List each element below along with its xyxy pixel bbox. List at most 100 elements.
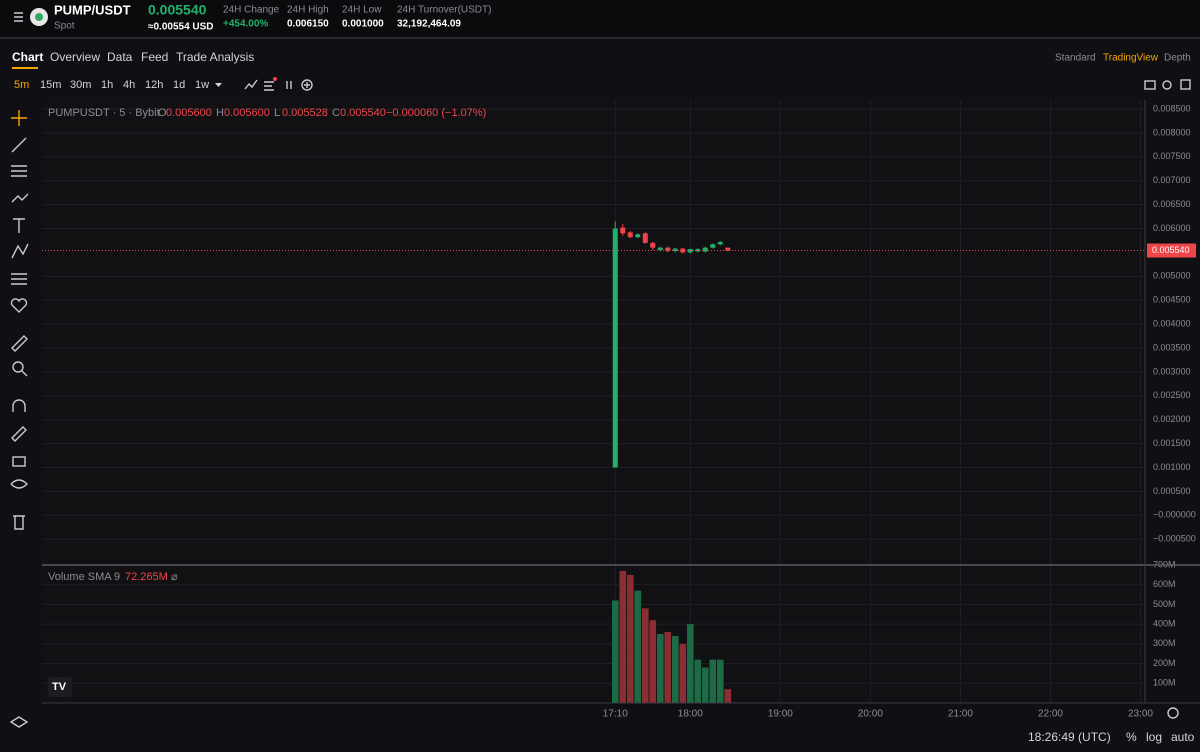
y-tick-label: 0.006000 xyxy=(1153,223,1191,233)
header-border xyxy=(0,37,1200,39)
interval[interactable]: 1d xyxy=(173,79,185,91)
coin-icon-inner xyxy=(35,13,43,21)
view-option[interactable]: Depth xyxy=(1164,53,1191,64)
menu-icon[interactable] xyxy=(14,12,23,22)
volume-bar xyxy=(694,659,702,703)
interval[interactable]: 15m xyxy=(40,79,61,91)
volume-bar xyxy=(641,608,649,703)
y-tick-label: 0.000500 xyxy=(1153,486,1191,496)
interval[interactable]: 4h xyxy=(123,79,135,91)
candle-body xyxy=(717,241,723,245)
market: Spot xyxy=(54,21,75,32)
y-tick-label: 0.008500 xyxy=(1153,103,1191,113)
candle-body xyxy=(680,248,686,253)
y-tick-label: 0.004500 xyxy=(1153,295,1191,305)
volume-tick-label: 500M xyxy=(1153,599,1176,609)
x-tick-label: 20:00 xyxy=(858,709,883,720)
y-tick-label: 0.003500 xyxy=(1153,342,1191,352)
volume-bar xyxy=(717,659,724,703)
y-tick-label: −0.000500 xyxy=(1153,534,1196,544)
candle-body xyxy=(695,249,701,252)
stat-value: +454.00% xyxy=(223,19,268,30)
y-tick-label: 0.002500 xyxy=(1153,390,1191,400)
y-tick-label: 0.005000 xyxy=(1153,271,1191,281)
stat-label: 24H Turnover(USDT) xyxy=(397,5,491,16)
y-tick-label: 0.006500 xyxy=(1153,199,1191,209)
ohlc-value: 0.005600 xyxy=(166,107,212,119)
tv-logo-mark: TV xyxy=(52,681,67,693)
tab[interactable]: Feed xyxy=(141,50,168,64)
candle-body xyxy=(672,248,678,252)
volume-bar xyxy=(611,600,619,703)
volume-bar xyxy=(724,689,732,703)
x-tick-label: 21:00 xyxy=(948,709,973,720)
pair-title: PUMP/USDT xyxy=(54,2,131,17)
interval[interactable]: 5m xyxy=(14,79,29,91)
last-price-label: 0.005540 xyxy=(1152,245,1190,255)
volume-sma: 72.265M xyxy=(125,571,168,583)
y-tick-label: −0.000000 xyxy=(1153,510,1196,520)
interval[interactable]: 30m xyxy=(70,79,91,91)
symbol: PUMPUSDT · 5 · Bybit xyxy=(48,107,160,119)
x-tick-label: 17:10 xyxy=(603,709,628,720)
candle-body xyxy=(702,247,708,252)
candle-body xyxy=(710,244,716,248)
stat-value: 32,192,464.09 xyxy=(397,19,461,30)
candle-body xyxy=(642,233,648,243)
y-tick-label: 0.001500 xyxy=(1153,438,1191,448)
tab[interactable]: Data xyxy=(107,50,133,64)
last-price: 0.005540 xyxy=(148,2,207,18)
stat-value: 0.006150 xyxy=(287,19,329,30)
interval[interactable]: 12h xyxy=(145,79,163,91)
tab[interactable]: Chart xyxy=(12,50,43,64)
candle-body xyxy=(627,232,633,238)
x-tick-label: 19:00 xyxy=(768,709,793,720)
tab[interactable]: Trade Analysis xyxy=(176,50,254,64)
view-option[interactable]: Standard xyxy=(1055,53,1096,64)
interval-dropdown[interactable] xyxy=(215,83,222,87)
percent-toggle[interactable]: % xyxy=(1126,730,1137,744)
ohlc-value: 0.005600 xyxy=(224,107,270,119)
x-tick-label: 23:00 xyxy=(1128,709,1153,720)
candle-body xyxy=(665,247,671,252)
tv-logo[interactable] xyxy=(48,677,72,697)
volume-symbol: ⌀ xyxy=(171,571,178,583)
auto-toggle[interactable]: auto xyxy=(1171,730,1195,744)
ohlc-key: H xyxy=(216,107,224,119)
stat-label: 24H High xyxy=(287,5,329,16)
y-tick-label: 0.007000 xyxy=(1153,175,1191,185)
y-tick-label: 0.001000 xyxy=(1153,462,1191,472)
tab-underline xyxy=(12,67,38,69)
volume-bar xyxy=(709,659,717,703)
ohlc-key: O xyxy=(158,107,167,119)
candle-body xyxy=(725,247,731,251)
y-tick-label: 0.007500 xyxy=(1153,151,1191,161)
candle-body xyxy=(657,247,663,251)
y-tick-label: 0.002000 xyxy=(1153,414,1191,424)
interval[interactable]: 1h xyxy=(101,79,113,91)
interval[interactable]: 1w xyxy=(195,79,209,91)
toolbar-icons[interactable] xyxy=(244,77,1191,91)
ohlc-value: 0.005528 xyxy=(282,107,328,119)
plot-area xyxy=(42,100,1145,703)
volume-tick-label: 200M xyxy=(1153,658,1176,668)
view-option[interactable]: TradingView xyxy=(1103,53,1159,64)
volume-tick-label: 600M xyxy=(1153,579,1176,589)
left-toolbar xyxy=(0,100,36,752)
volume-bar xyxy=(656,634,664,703)
drawing-tools[interactable] xyxy=(9,110,29,728)
tab[interactable]: Overview xyxy=(50,50,100,64)
volume-bar xyxy=(686,624,694,703)
volume-bar xyxy=(619,570,627,703)
y-tick-label: 0.003000 xyxy=(1153,366,1191,376)
x-tick-label: 22:00 xyxy=(1038,709,1063,720)
stat-label: 24H Low xyxy=(342,5,382,16)
settings-icon[interactable] xyxy=(1167,707,1179,719)
volume-bar xyxy=(649,620,657,703)
log-toggle[interactable]: log xyxy=(1146,730,1162,744)
volume-tick-label: 100M xyxy=(1153,678,1176,688)
candle-body xyxy=(650,242,656,248)
ohlc-value: 0.005540 xyxy=(340,107,386,119)
candle-body xyxy=(635,234,641,238)
